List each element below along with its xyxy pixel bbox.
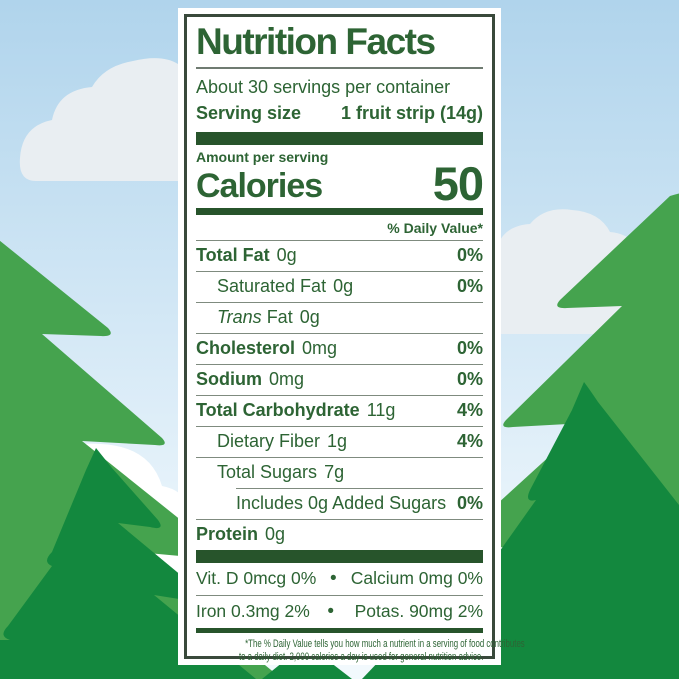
bullet-separator: • xyxy=(329,567,337,589)
section-bar-thick xyxy=(196,131,483,145)
nutrient-row-sodium: Sodium 0mg 0% xyxy=(196,363,483,395)
nutrition-facts-label: Nutrition Facts About 30 servings per co… xyxy=(178,8,525,665)
nutrient-name: Total Sugars xyxy=(217,461,318,482)
nutrient-row-saturated-fat: Saturated Fat 0g 0% xyxy=(196,270,483,302)
amount-per-serving: Amount per serving xyxy=(196,148,329,165)
nutrient-row-trans-fat: Trans Fat 0g xyxy=(196,301,483,333)
micronutrient-row-1: Vit. D 0mcg 0% • Calcium 0mg 0% xyxy=(196,563,483,595)
daily-value-header: % Daily Value* xyxy=(387,219,483,236)
nutrient-amount: 7g xyxy=(324,461,345,482)
micro-left: Vit. D 0mcg 0% xyxy=(196,568,317,588)
nutrient-dv: 4% xyxy=(456,430,483,451)
nutrient-dv: 4% xyxy=(456,399,483,420)
treetop-bottom-center-1 xyxy=(262,662,352,679)
nutrient-dv: 0% xyxy=(456,244,483,265)
calories-row: Calories 50 xyxy=(196,156,484,210)
nutrient-name: Cholesterol xyxy=(196,337,296,358)
nutrient-row-added-sugars: Includes 0g Added Sugars 0% xyxy=(236,487,483,519)
nutrient-name: Total Carbohydrate xyxy=(196,399,360,420)
nutrition-facts-panel: Nutrition Facts About 30 servings per co… xyxy=(184,14,525,663)
servings-per-container: About 30 servings per container xyxy=(196,76,451,97)
nutrient-row-total-fat: Total Fat 0g 0% xyxy=(196,239,483,271)
nutrient-amount: 0g xyxy=(299,306,320,327)
nutrient-name: Saturated Fat xyxy=(217,275,327,296)
tree-front-left xyxy=(0,448,256,679)
serving-size-row: Serving size 1 fruit strip (14g) xyxy=(196,100,483,132)
nutrient-amount: 0g xyxy=(265,523,286,544)
micro-right: Potas. 90mg 2% xyxy=(354,601,483,621)
nutrient-row-cholesterol: Cholesterol 0mg 0% xyxy=(196,332,483,364)
nutrient-amount: 0mg xyxy=(302,337,338,358)
bullet-separator: • xyxy=(327,600,334,622)
calories-label: Calories xyxy=(196,167,323,206)
cloud-top-left xyxy=(19,58,210,181)
nutrient-amount: 0g xyxy=(276,244,297,265)
nutrient-dv: 0% xyxy=(456,492,483,513)
nutrient-amount: 0g xyxy=(333,275,354,296)
nutrient-name-italic: Trans xyxy=(217,306,262,327)
nutrient-row-total-carbohydrate: Total Carbohydrate 11g 4% xyxy=(196,394,483,426)
section-bar-thin xyxy=(196,627,483,633)
nutrient-row-total-sugars: Total Sugars 7g xyxy=(196,456,483,488)
nutrient-dv: 0% xyxy=(456,275,483,296)
title-separator xyxy=(196,66,483,69)
nutrient-name: Sodium xyxy=(196,368,262,389)
footnote-line-1: *The % Daily Value tells you how much a … xyxy=(245,637,525,650)
serving-size-value: 1 fruit strip (14g) xyxy=(340,102,483,123)
section-bar-medium xyxy=(196,207,483,215)
nutrition-facts-title: Nutrition Facts xyxy=(196,21,436,62)
nutrient-row-protein: Protein 0g xyxy=(196,518,483,550)
nutrient-amount: 1g xyxy=(327,430,348,451)
nutrient-name: Dietary Fiber xyxy=(217,430,321,451)
daily-value-footnote: *The % Daily Value tells you how much a … xyxy=(196,633,525,666)
footnote-line-2: to a daily diet. 2,000 calories a day is… xyxy=(238,651,484,664)
calories-value: 50 xyxy=(432,156,484,210)
nutrient-name: Total Fat xyxy=(196,244,270,265)
nutrient-name: Fat xyxy=(266,306,293,327)
section-bar-thick xyxy=(196,549,483,563)
nutrient-name: Includes 0g Added Sugars xyxy=(236,492,447,513)
nutrient-amount: 0mg xyxy=(269,368,305,389)
micro-left: Iron 0.3mg 2% xyxy=(196,601,310,621)
micronutrient-row-2: Iron 0.3mg 2% • Potas. 90mg 2% xyxy=(196,594,483,628)
serving-size-label: Serving size xyxy=(196,102,302,123)
nutrient-amount: 11g xyxy=(366,399,396,420)
nutrient-row-dietary-fiber: Dietary Fiber 1g 4% xyxy=(196,425,483,457)
nutrient-dv: 0% xyxy=(456,337,483,358)
nutrient-dv: 0% xyxy=(456,368,483,389)
micro-right: Calcium 0mg 0% xyxy=(350,568,483,588)
nutrient-name: Protein xyxy=(196,523,259,544)
